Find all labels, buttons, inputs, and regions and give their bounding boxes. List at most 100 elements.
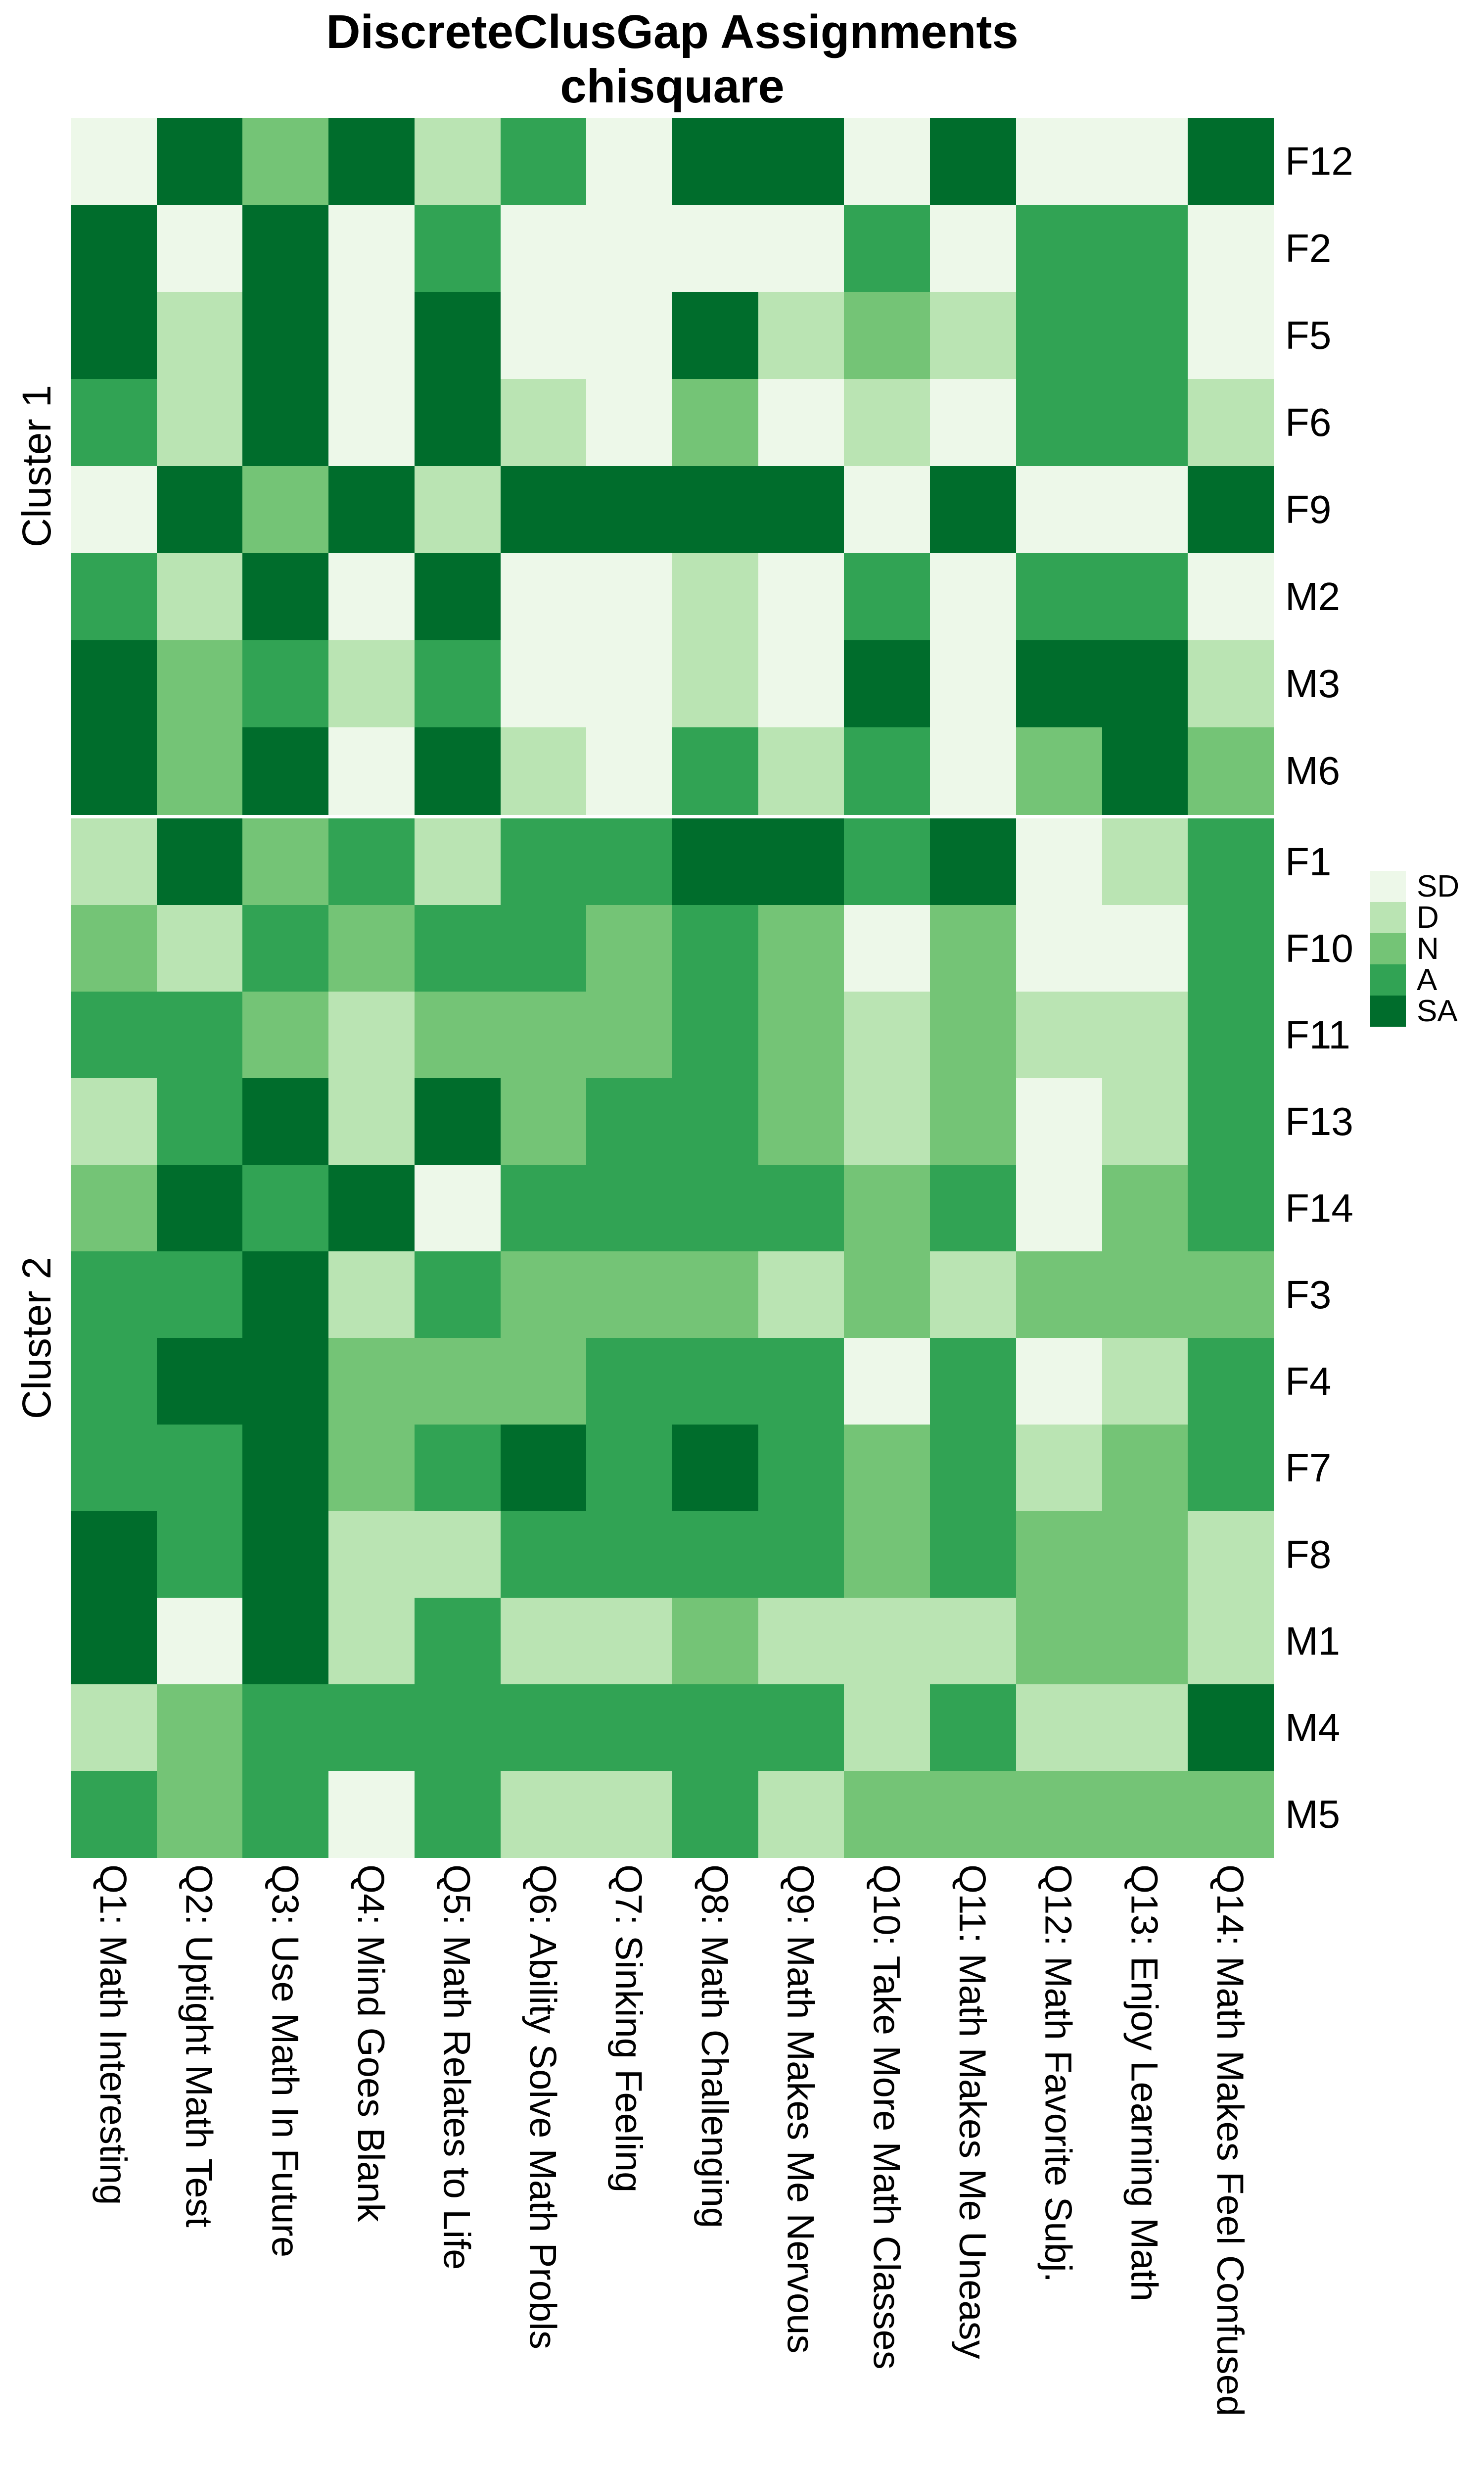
heatmap-cell — [500, 205, 587, 292]
heatmap-cell — [1016, 818, 1103, 905]
heatmap-cell — [930, 466, 1017, 554]
heatmap-cell — [1188, 1598, 1274, 1685]
heatmap-cell — [71, 205, 157, 292]
heatmap-cell — [758, 1165, 844, 1252]
heatmap-cell — [1016, 1511, 1103, 1598]
heatmap-cell — [328, 1684, 415, 1771]
row-label: F6 — [1285, 400, 1332, 444]
heatmap-cell — [844, 1598, 930, 1685]
heatmap-cell — [930, 1425, 1017, 1512]
heatmap-cell — [71, 1338, 157, 1425]
row-label: F8 — [1285, 1532, 1332, 1576]
heatmap-cell — [156, 640, 243, 728]
heatmap-cell — [156, 466, 243, 554]
legend-item: SD — [1370, 869, 1459, 904]
heatmap-cell — [758, 292, 844, 380]
heatmap-cell — [500, 818, 587, 905]
heatmap-cell — [672, 1511, 759, 1598]
legend-label: D — [1417, 901, 1439, 935]
legend-swatch — [1370, 933, 1406, 964]
heatmap-cell — [71, 1078, 157, 1165]
heatmap-cell — [758, 992, 844, 1079]
heatmap-cell — [844, 727, 930, 815]
heatmap-cell — [1188, 466, 1274, 554]
heatmap-cell — [500, 379, 587, 467]
heatmap-cell — [414, 1165, 501, 1252]
heatmap-cell — [758, 379, 844, 467]
heatmap-cell — [500, 992, 587, 1079]
heatmap-cell — [500, 118, 587, 205]
heatmap-cell — [586, 1598, 673, 1685]
heatmap-cell — [844, 905, 930, 992]
heatmap-cell — [1188, 379, 1274, 467]
heatmap-cell — [758, 205, 844, 292]
heatmap-cell — [586, 1078, 673, 1165]
heatmap-cell — [242, 1251, 329, 1338]
heatmap-cell — [414, 1771, 501, 1858]
legend-label: N — [1417, 932, 1439, 966]
heatmap-cell — [586, 553, 673, 641]
row-label: F12 — [1285, 139, 1353, 183]
heatmap-cell — [1016, 992, 1103, 1079]
row-label: M4 — [1285, 1705, 1341, 1750]
heatmap-cell — [1188, 1338, 1274, 1425]
heatmap-cell — [672, 1598, 759, 1685]
heatmap-cell — [1016, 553, 1103, 641]
heatmap-cell — [1188, 205, 1274, 292]
heatmap-cell — [1102, 1078, 1188, 1165]
legend: SD D N A SA — [1370, 869, 1459, 1028]
heatmap-cell — [844, 466, 930, 554]
heatmap-cell — [758, 1251, 844, 1338]
heatmap-cell — [500, 1165, 587, 1252]
chart-title-line1: DiscreteClusGap Assignments — [326, 5, 1019, 58]
cluster-label: Cluster 2 — [10, 818, 64, 1857]
heatmap-cell — [844, 1338, 930, 1425]
heatmap-cell — [414, 379, 501, 467]
heatmap-cell — [328, 553, 415, 641]
heatmap-cell — [586, 818, 673, 905]
heatmap-cell — [1102, 1598, 1188, 1685]
heatmap-cell — [328, 205, 415, 292]
heatmap-cell — [844, 205, 930, 292]
heatmap-cell — [930, 553, 1017, 641]
heatmap-cell — [242, 292, 329, 380]
column-label: Q13: Enjoy Learning Math — [1123, 1864, 1165, 2301]
heatmap-cell — [71, 1511, 157, 1598]
heatmap-cell — [414, 1511, 501, 1598]
heatmap-cell — [672, 992, 759, 1079]
heatmap-cell — [242, 905, 329, 992]
column-label: Q10: Take More Math Classes — [865, 1864, 908, 2370]
heatmap-cell — [414, 727, 501, 815]
heatmap-cell — [242, 1511, 329, 1598]
heatmap-cell — [414, 466, 501, 554]
heatmap-cell — [758, 905, 844, 992]
heatmap-cell — [586, 905, 673, 992]
heatmap-cell — [500, 1771, 587, 1858]
heatmap-cell — [758, 466, 844, 554]
row-label: F11 — [1285, 1012, 1350, 1057]
heatmap-cell — [71, 818, 157, 905]
heatmap-cell — [586, 118, 673, 205]
heatmap-cell — [156, 553, 243, 641]
heatmap-cell — [242, 379, 329, 467]
heatmap-cell — [414, 640, 501, 728]
heatmap-cell — [672, 1425, 759, 1512]
heatmap-cell — [242, 466, 329, 554]
heatmap-cell — [758, 553, 844, 641]
column-label: Q14: Math Makes Feel Confused — [1209, 1864, 1252, 2417]
heatmap-cell — [328, 727, 415, 815]
heatmap-cell — [1016, 727, 1103, 815]
heatmap-cell — [930, 205, 1017, 292]
row-label: F1 — [1285, 839, 1332, 884]
heatmap-cell — [328, 1251, 415, 1338]
heatmap-cell — [672, 640, 759, 728]
heatmap-cell — [242, 727, 329, 815]
heatmap-cell — [242, 640, 329, 728]
heatmap-cell — [156, 1598, 243, 1685]
row-label: M2 — [1285, 574, 1341, 618]
heatmap-cell — [1016, 1078, 1103, 1165]
heatmap-cell — [758, 1684, 844, 1771]
heatmap-cell — [414, 1684, 501, 1771]
legend-item: SA — [1370, 994, 1459, 1028]
